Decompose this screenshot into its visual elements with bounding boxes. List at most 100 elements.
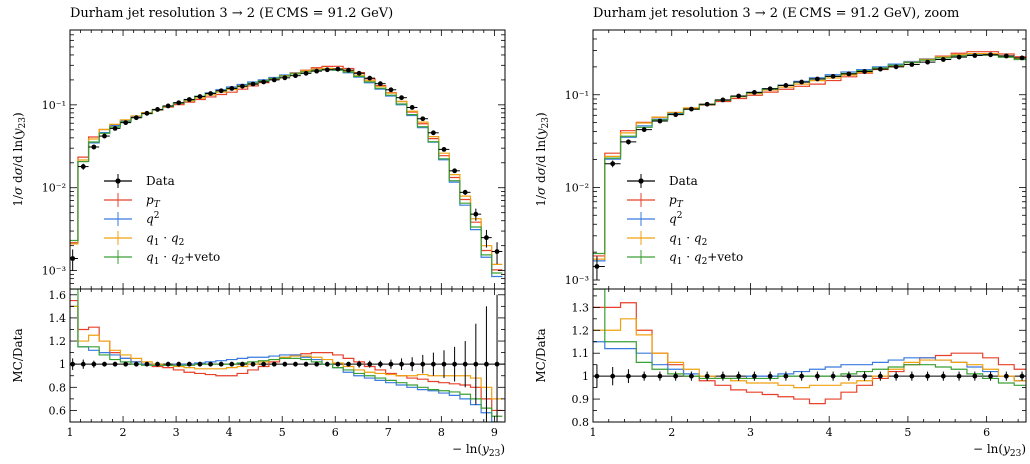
ratio-data-point [657, 373, 663, 379]
series-line-q1-q2-veto [593, 54, 1026, 255]
x-tick-label: 8 [438, 426, 445, 439]
data-point [452, 168, 458, 174]
ratio-data-point [186, 361, 192, 367]
ratio-data-point [420, 361, 426, 367]
ratio-data-point [988, 373, 993, 379]
x-tick-label: 6 [332, 426, 339, 439]
ratio-data-point [208, 361, 213, 367]
ratio-data-point [176, 361, 182, 367]
ratio-data-point [197, 361, 203, 367]
data-point [303, 70, 309, 76]
x-tick-label: 3 [747, 426, 754, 439]
ratio-data-point [399, 361, 404, 367]
data-point [367, 75, 373, 81]
data-point [282, 75, 288, 81]
y-tick-label: 10⁻³ [565, 274, 589, 287]
panel-2: Durham jet resolution 3 → 2 (E CMS = 91.… [534, 6, 1027, 459]
data-point [80, 164, 86, 169]
ratio-data-point [91, 361, 97, 367]
data-point [144, 110, 150, 116]
series-line-q1-q2 [70, 67, 503, 265]
legend-swatch-marker [638, 178, 644, 184]
data-point [229, 85, 235, 91]
ratio-data-point [314, 361, 320, 367]
ratio-data-point [218, 361, 224, 367]
data-point [626, 139, 631, 145]
data-point [388, 87, 394, 93]
data-point [70, 256, 76, 261]
ratio-data-point [1003, 373, 1009, 379]
legend-swatch-marker [115, 178, 121, 184]
data-point [208, 91, 213, 96]
data-point [324, 67, 330, 73]
x-axis-label: − ln(y23) [973, 442, 1026, 459]
legend-label: q1 · q2+veto [146, 250, 220, 267]
ratio-data-point [133, 361, 139, 367]
ratio-data-point [893, 373, 899, 379]
ratio-data-point [102, 361, 107, 367]
legend-label: q2 [669, 211, 682, 226]
ratio-data-point [441, 361, 447, 367]
ratio-data-point [324, 361, 330, 367]
data-point [293, 73, 298, 79]
ratio-data-point [261, 361, 267, 367]
data-point [250, 81, 256, 87]
ratio-data-point [144, 361, 150, 367]
ratio-data-point [972, 373, 978, 379]
data-point [909, 62, 915, 67]
ratio-data-point [720, 373, 726, 379]
data-point [218, 88, 224, 94]
data-point [783, 83, 789, 88]
ratio-tick-label: 0.8 [572, 416, 590, 429]
ratio-data-point [356, 361, 362, 367]
legend-item: q1 · q2 [104, 231, 184, 248]
panel-1: Durham jet resolution 3 → 2 (E CMS = 91.… [11, 6, 506, 459]
ratio-data-point [956, 373, 962, 379]
ratio-data-point [335, 361, 341, 367]
data-point [484, 235, 489, 241]
data-point [799, 79, 805, 85]
ratio-data-point [925, 373, 930, 379]
data-point [133, 115, 139, 121]
ratio-plot-area [70, 289, 505, 422]
ratio-data-point [165, 361, 171, 367]
data-point [176, 100, 182, 106]
ratio-data-point [846, 373, 852, 379]
y-tick-label: 10⁻³ [42, 265, 66, 278]
ratio-data-point [377, 361, 383, 367]
ratio-line-q1-q2-veto [70, 289, 503, 417]
data-point [940, 57, 946, 62]
legend-item: q1 · q2+veto [104, 250, 220, 267]
ratio-data-point [494, 361, 500, 367]
data-point [165, 103, 171, 109]
chart-title: Durham jet resolution 3 → 2 (E CMS = 91.… [70, 6, 393, 21]
legend-label: q1 · q2+veto [669, 250, 743, 267]
data-point [430, 130, 436, 136]
ratio-data-point [293, 361, 298, 367]
ratio-data-point [626, 373, 631, 379]
ratio-tick-label: 1.1 [572, 347, 590, 360]
legend-label: pT [146, 193, 161, 210]
ratio-line-q- [593, 341, 1026, 382]
series-line-q- [70, 69, 503, 278]
ratio-data-point [814, 373, 820, 379]
main-plot-area [593, 51, 1026, 281]
x-tick-label: 2 [120, 426, 127, 439]
ratio-data-point [271, 361, 277, 367]
chart-title: Durham jet resolution 3 → 2 (E CMS = 91.… [593, 6, 959, 21]
legend-item: q2 [627, 211, 682, 226]
legend-item: Data [104, 174, 175, 188]
x-tick-label: 4 [826, 426, 833, 439]
data-point [751, 90, 757, 95]
ratio-data-point [704, 373, 710, 379]
data-point [610, 161, 616, 167]
data-point [462, 189, 468, 195]
y-tick-label: 10⁻¹ [565, 89, 589, 102]
data-point [893, 64, 899, 70]
ratio-data-point [641, 373, 647, 379]
x-tick-label: 9 [491, 426, 498, 439]
legend-item: q1 · q2 [627, 231, 707, 248]
